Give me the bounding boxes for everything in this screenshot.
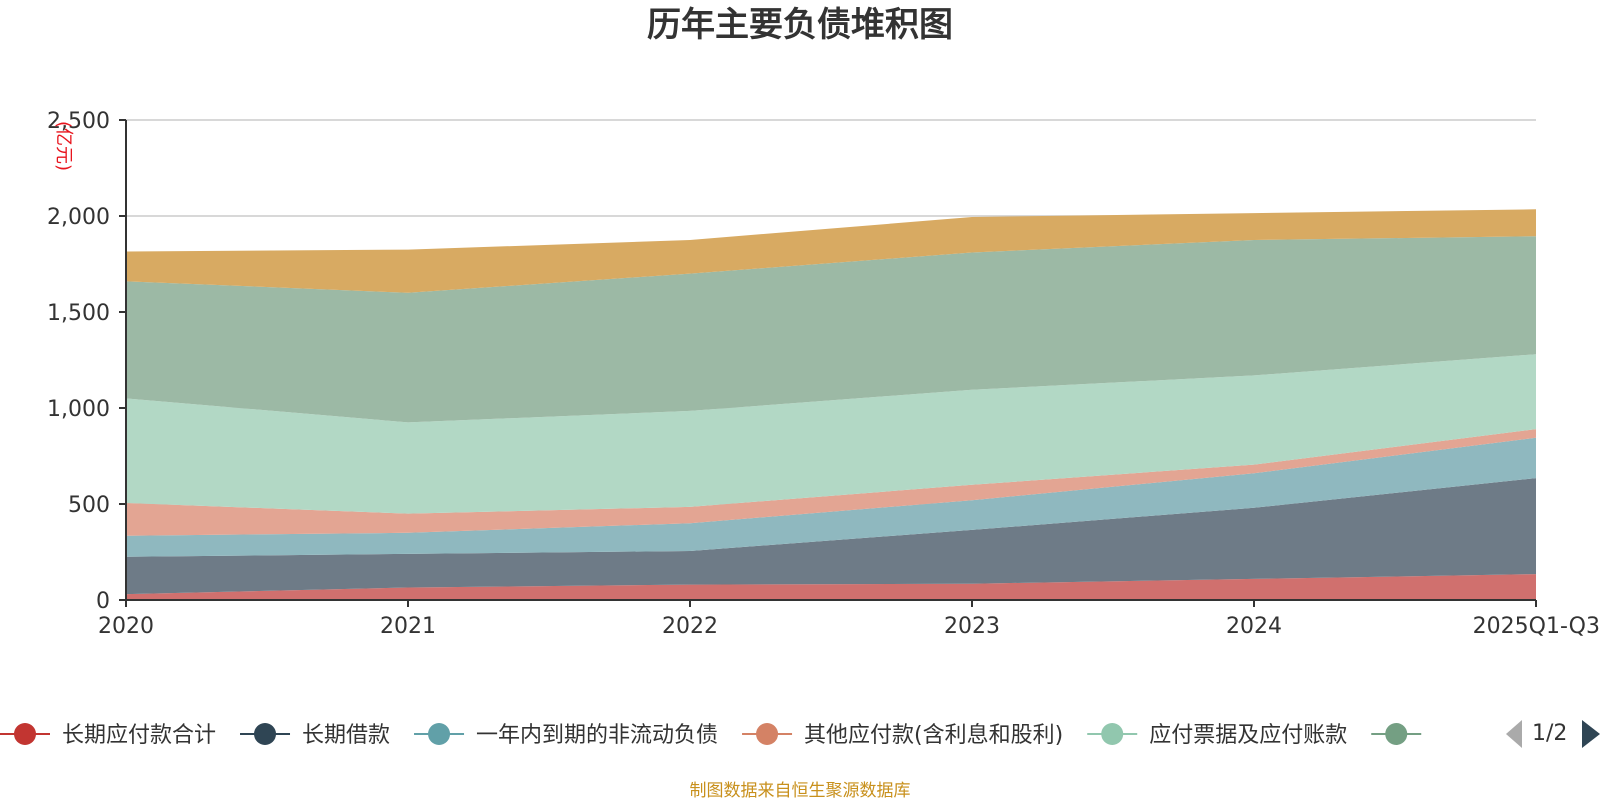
legend-prev-page-icon[interactable]: [1506, 720, 1522, 748]
area-series-4: [126, 354, 1536, 514]
area-series-5: [126, 236, 1536, 423]
x-tick-label-4: 2024: [1226, 614, 1282, 639]
legend-marker-5: [1385, 723, 1408, 745]
y-tick-label-0: 0: [96, 589, 110, 614]
x-tick-label-0: 2020: [98, 614, 154, 639]
y-tick-label-4: 2,000: [47, 205, 110, 230]
legend-label-3: 其他应付款(含利息和股利): [804, 723, 1063, 748]
area-series-1: [126, 478, 1536, 595]
legend-page-indicator: 1/2: [1532, 721, 1567, 746]
axes: 0 500 1,000 1,500 2,000 2,500 2020 2021 2022 2023…: [47, 109, 1600, 639]
x-tick-label-2: 2022: [662, 614, 718, 639]
legend-item-5[interactable]: [1371, 723, 1422, 745]
chart-title: 历年主要负债堆积图: [647, 5, 953, 45]
x-tick-label-5: 2025Q1-Q3: [1473, 614, 1600, 639]
legend-marker-0: [14, 723, 36, 745]
legend-marker-2: [428, 723, 451, 745]
x-tick-label-3: 2023: [944, 614, 1000, 639]
legend-item-0[interactable]: 长期应付款合计: [0, 723, 216, 748]
legend-label-1: 长期借款: [302, 723, 390, 748]
legend-pager: 1/2: [1506, 720, 1600, 748]
area-series-group: [126, 209, 1536, 600]
area-series-2: [126, 437, 1536, 557]
legend-marker-1: [254, 723, 277, 745]
legend-label-4: 应付票据及应付账款: [1149, 723, 1347, 748]
y-tick-label-5: 2,500: [47, 109, 110, 134]
legend-marker-4: [1101, 723, 1124, 745]
y-tick-label-3: 1,500: [47, 301, 110, 326]
y-tick-label-1: 500: [68, 493, 110, 518]
data-source-note: 制图数据来自恒生聚源数据库: [690, 781, 911, 800]
legend-label-0: 长期应付款合计: [62, 723, 216, 748]
legend-next-page-icon[interactable]: [1582, 720, 1600, 748]
area-series-3: [126, 429, 1536, 536]
area-series-0: [126, 574, 1536, 600]
legend-item-2[interactable]: 一年内到期的非流动负债: [414, 723, 718, 748]
legend-item-4[interactable]: 应付票据及应付账款: [1087, 723, 1347, 748]
legend-marker-3: [756, 723, 779, 745]
area-series-6: [126, 209, 1536, 293]
legend-item-3[interactable]: 其他应付款(含利息和股利): [742, 723, 1063, 748]
legend: 长期应付款合计 长期借款 一年内到期的非流动负债 其他应付款(含利息和股利) 应付票据及…: [0, 723, 1422, 748]
y-axis-unit-label: (亿元): [53, 121, 74, 171]
y-tick-label-2: 1,000: [47, 397, 110, 422]
legend-item-1[interactable]: 长期借款: [240, 723, 390, 748]
legend-label-2: 一年内到期的非流动负债: [476, 723, 718, 748]
x-tick-label-1: 2021: [380, 614, 436, 639]
